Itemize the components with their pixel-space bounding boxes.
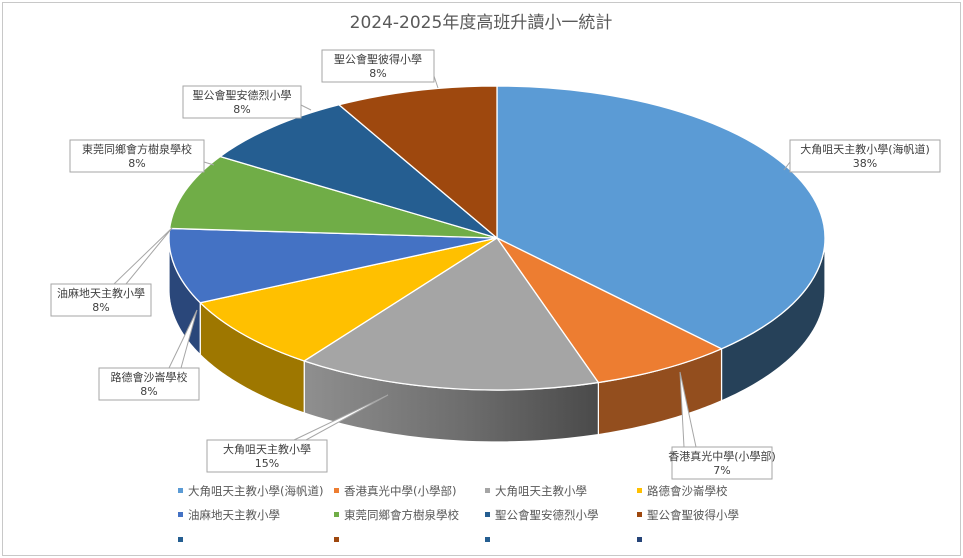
data-label-category-5: 東莞同鄉會方樹泉學校: [82, 142, 192, 156]
legend-marker-7: [637, 512, 642, 517]
callout-box-1: [671, 446, 773, 480]
legend: 大角咀天主教小學(海帆道) 香港真光中學(小學部) 大角咀天主教小學 路德會沙崙學校油…: [178, 484, 739, 542]
callout-leader-6: [300, 104, 312, 111]
callout-1: 香港真光中學(小學部)7%: [668, 371, 776, 480]
legend-item-2: 大角咀天主教小學: [485, 484, 587, 498]
legend-marker-6: [485, 512, 490, 517]
legend-item-4: 油麻地天主教小學: [178, 508, 280, 522]
pie-slice-3: [199, 237, 498, 362]
callout-box-5: [69, 139, 205, 173]
callout-box-4: [50, 283, 152, 317]
callout-box-0: [789, 139, 941, 173]
legend-label-2: 大角咀天主教小學: [495, 484, 587, 498]
legend-empty-marker-3: [637, 537, 642, 542]
data-label-category-6: 聖公會聖安德烈小學: [193, 88, 292, 102]
legend-item-6: 聖公會聖安德烈小學: [485, 508, 599, 522]
pie-slices: [168, 85, 826, 391]
legend-label-4: 油麻地天主教小學: [188, 508, 280, 522]
legend-item-3: 路德會沙崙學校: [637, 484, 728, 498]
chart-title: 2024-2025年度高班升讀小一統計: [350, 13, 613, 33]
legend-empty-marker-1: [334, 537, 339, 542]
data-label-value-0: 38%: [853, 157, 877, 170]
data-label-category-7: 聖公會聖彼得小學: [334, 52, 422, 66]
pie-slice-2: [303, 237, 600, 391]
data-label-category-2: 大角咀天主教小學: [223, 442, 311, 456]
legend-marker-1: [334, 488, 339, 493]
pie-slice-5: [169, 155, 498, 239]
callout-box-3: [98, 367, 200, 401]
data-label-value-6: 8%: [233, 103, 250, 116]
legend-item-1: 香港真光中學(小學部): [334, 484, 456, 498]
data-label-category-4: 油麻地天主教小學: [57, 286, 145, 300]
data-label-value-4: 8%: [92, 301, 109, 314]
callout-leader-0: [783, 161, 791, 171]
legend-item-0: 大角咀天主教小學(海帆道): [178, 484, 323, 498]
data-label-value-7: 8%: [369, 67, 386, 80]
data-label-category-1: 香港真光中學(小學部): [668, 449, 776, 463]
legend-marker-3: [637, 488, 642, 493]
data-label-value-1: 7%: [713, 464, 730, 477]
legend-marker-5: [334, 512, 339, 517]
legend-label-0: 大角咀天主教小學(海帆道): [188, 484, 323, 498]
legend-label-6: 聖公會聖安德烈小學: [495, 508, 599, 522]
pie-slice-0: [496, 85, 826, 350]
legend-marker-2: [485, 488, 490, 493]
legend-item-5: 東莞同鄉會方樹泉學校: [334, 508, 459, 522]
callout-box-2: [206, 439, 328, 473]
legend-item-7: 聖公會聖彼得小學: [637, 508, 739, 522]
legend-empty-marker-0: [178, 537, 183, 542]
callout-box-6: [182, 85, 302, 119]
callout-leader-5: [203, 161, 215, 166]
callout-box-7: [321, 49, 435, 83]
callout-0: 大角咀天主教小學(海帆道)38%: [783, 139, 941, 173]
data-label-category-0: 大角咀天主教小學(海帆道): [800, 142, 930, 156]
legend-marker-4: [178, 512, 183, 517]
callout-pointer-4: [112, 227, 173, 285]
data-label-value-5: 8%: [128, 157, 145, 170]
legend-marker-0: [178, 488, 183, 493]
legend-label-3: 路德會沙崙學校: [647, 484, 728, 498]
data-label-value-3: 8%: [140, 385, 157, 398]
pie-slice-1: [496, 237, 723, 384]
legend-label-1: 香港真光中學(小學部): [344, 484, 456, 498]
callout-leader-7: [433, 75, 439, 89]
data-label-category-3: 路德會沙崙學校: [111, 370, 188, 384]
data-label-callouts: 大角咀天主教小學(海帆道)38% 香港真光中學(小學部)7% 大角咀天主教小學15%…: [50, 49, 941, 480]
data-label-value-2: 15%: [255, 457, 279, 470]
legend-label-5: 東莞同鄉會方樹泉學校: [344, 508, 459, 522]
pie-slice-6: [219, 104, 498, 239]
pie-slice-7: [338, 85, 498, 239]
legend-label-7: 聖公會聖彼得小學: [647, 508, 739, 522]
legend-empty-marker-2: [485, 537, 490, 542]
